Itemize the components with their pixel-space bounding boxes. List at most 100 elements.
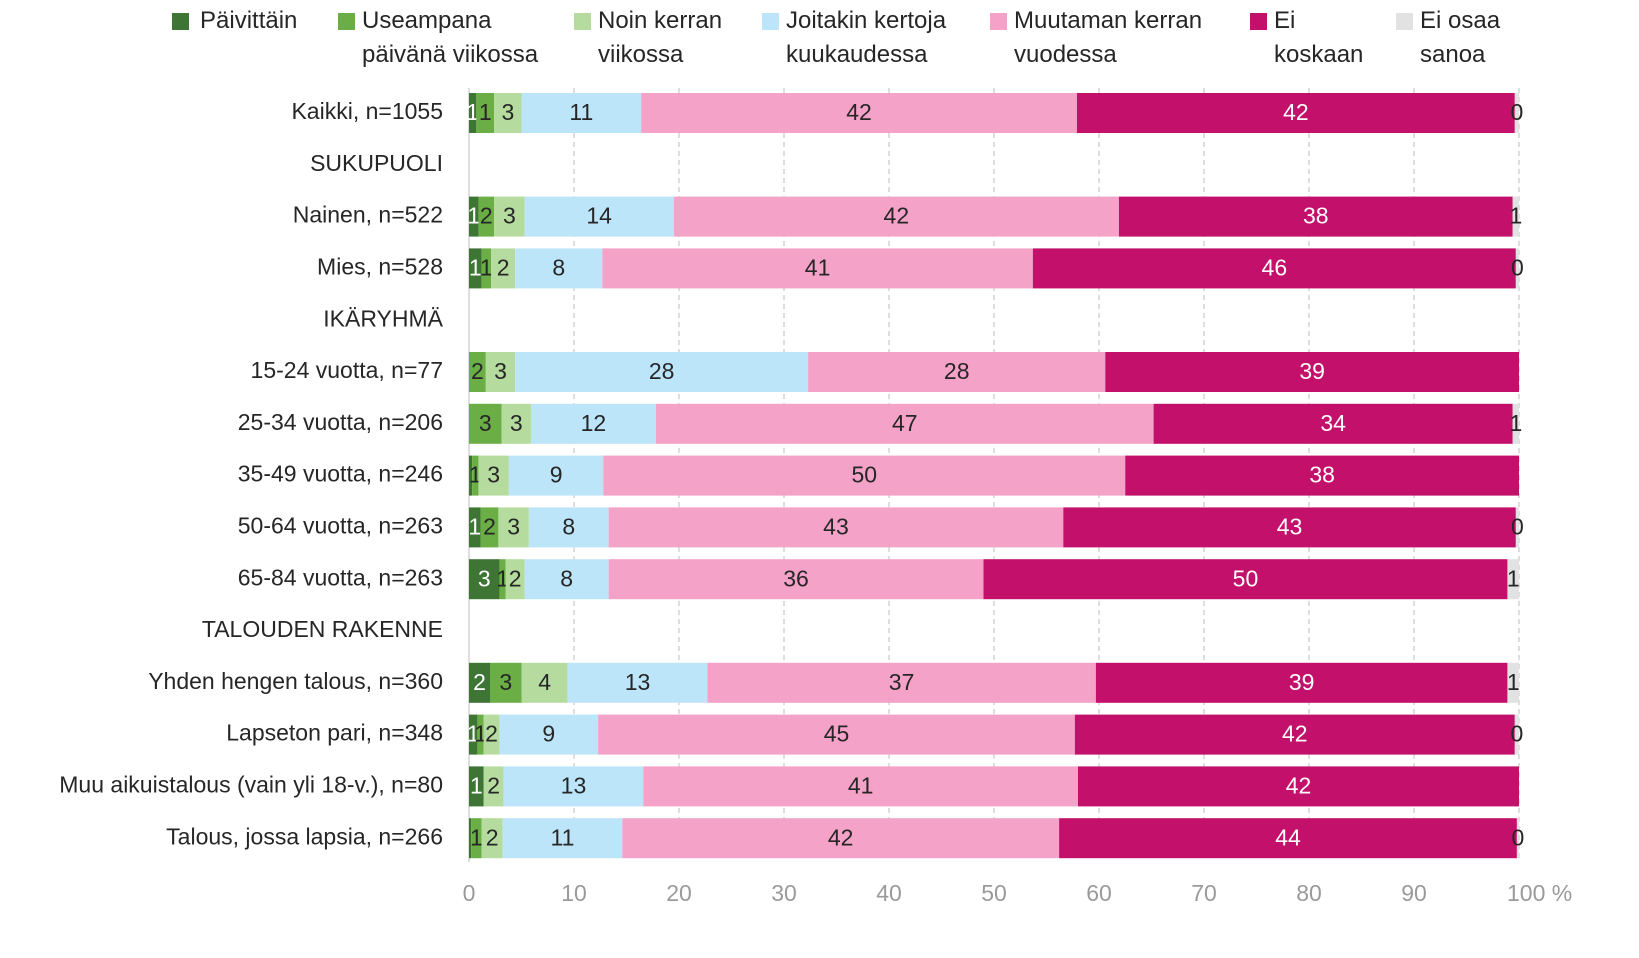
bar-segment [1059, 818, 1517, 859]
value-label: 50 [852, 462, 878, 488]
bar-segment [1514, 93, 1519, 133]
bar-segment [469, 714, 478, 755]
value-label: 1 [479, 99, 492, 125]
value-label: 38 [1309, 462, 1335, 488]
value-label: 42 [1282, 721, 1308, 747]
value-label: 3 [478, 565, 491, 591]
value-label: 42 [1286, 772, 1312, 798]
value-label: 28 [649, 358, 675, 384]
value-label: 3 [503, 203, 516, 229]
value-label: 41 [848, 772, 874, 798]
value-label: 8 [552, 254, 565, 280]
bar-segment [501, 403, 531, 444]
bar-segment [469, 559, 500, 600]
bar-segment [598, 714, 1075, 755]
value-label: 42 [846, 99, 872, 125]
bar-segment [1516, 818, 1519, 859]
value-label: 3 [507, 513, 520, 539]
bar-segment [471, 818, 482, 859]
value-label: 13 [561, 772, 587, 798]
category-label: Talous, jossa lapsia, n=266 [166, 823, 443, 849]
value-label: 2 [473, 669, 486, 695]
value-label: 3 [501, 99, 514, 125]
value-label: 3 [479, 410, 492, 436]
value-label: 47 [892, 410, 918, 436]
x-tick-label: 80 [1296, 880, 1322, 906]
legend-label: Ei koskaan [1274, 7, 1364, 68]
x-tick-label: 40 [876, 880, 902, 906]
value-label: 3 [510, 410, 523, 436]
value-label: 1 [470, 772, 483, 798]
value-label: 42 [828, 824, 854, 850]
category-label: 65-84 vuotta, n=263 [238, 564, 443, 590]
category-label: TALOUDEN RAKENNE [202, 616, 443, 642]
value-label: 13 [625, 669, 651, 695]
legend-swatch [574, 13, 591, 30]
value-label: 2 [483, 513, 496, 539]
x-tick-label: 70 [1191, 880, 1217, 906]
bar-segment [1125, 455, 1519, 496]
bar-segment [1076, 93, 1515, 133]
category-label: 50-64 vuotta, n=263 [238, 512, 443, 538]
legend-swatch [338, 13, 355, 30]
bar-segment [602, 248, 1033, 289]
value-label: 0 [1511, 254, 1524, 280]
bar-segment [469, 403, 502, 444]
bar-segment [1515, 248, 1519, 289]
bar-segment [643, 766, 1078, 807]
bar-segment [515, 248, 603, 289]
bar-segment [469, 662, 490, 703]
bar-segment [499, 714, 599, 755]
bar-segment [1515, 507, 1519, 548]
value-label: 1 [468, 513, 481, 539]
bar-segment [481, 818, 503, 859]
value-label: 8 [560, 565, 573, 591]
bar-segment [508, 455, 604, 496]
bar-segment [1507, 662, 1519, 703]
bar-segment [603, 455, 1126, 496]
x-tick-label: 10 [561, 880, 587, 906]
value-label: 1 [480, 254, 493, 280]
bar-segment [1095, 662, 1508, 703]
value-label: 12 [581, 410, 607, 436]
x-tick-label: 50 [981, 880, 1007, 906]
bar-segment [505, 559, 525, 600]
value-label: 1 [467, 721, 480, 747]
category-label: Kaikki, n=1055 [291, 98, 443, 124]
category-label: SUKUPUOLI [310, 150, 443, 176]
bar-segment [469, 352, 486, 392]
bar-segment [521, 93, 642, 133]
value-label: 2 [480, 203, 493, 229]
value-label: 2 [471, 358, 484, 384]
value-label: 11 [551, 824, 575, 850]
value-label: 42 [1283, 99, 1309, 125]
x-tick-label: 20 [666, 880, 692, 906]
category-label: 25-34 vuotta, n=206 [238, 409, 443, 435]
bar-segment [1507, 559, 1519, 600]
value-label: 44 [1275, 824, 1301, 850]
value-label: 1 [1507, 565, 1520, 591]
x-tick-label: 60 [1086, 880, 1112, 906]
bar-segment [1074, 714, 1515, 755]
bar-segment [1063, 507, 1516, 548]
bar-segment [808, 352, 1106, 392]
bar-segment [655, 403, 1154, 444]
bar-segment [521, 662, 568, 703]
category-label: Mies, n=528 [317, 253, 443, 279]
bar-segment [1153, 403, 1513, 444]
x-tick-label: 0 [463, 880, 476, 906]
value-label: 9 [550, 462, 563, 488]
value-label: 0 [1511, 513, 1524, 539]
value-label: 42 [884, 203, 910, 229]
legend-swatch [172, 13, 189, 30]
bar-segment [641, 93, 1077, 133]
bar-segment [472, 455, 479, 496]
bar-segment [494, 196, 525, 237]
value-label: 1 [1509, 203, 1522, 229]
bar-segment [483, 766, 504, 807]
bar-segment [1078, 766, 1519, 807]
bar-segment [477, 714, 484, 755]
legend-swatch [1250, 13, 1267, 30]
